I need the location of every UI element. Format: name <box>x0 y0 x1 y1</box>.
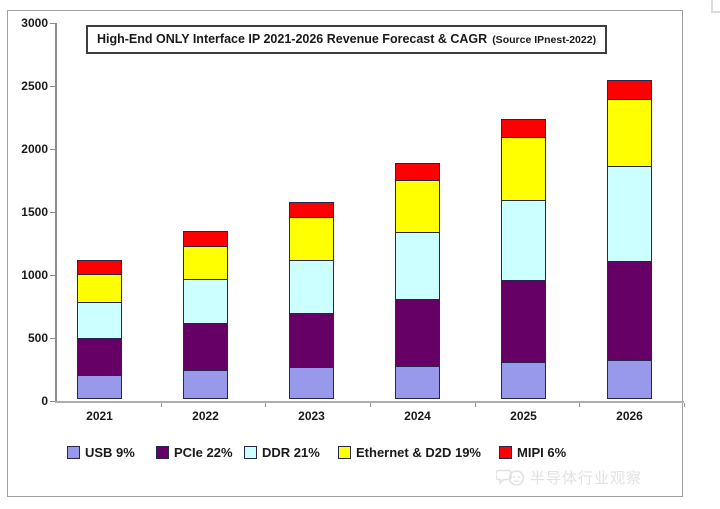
bar-segment-usb <box>183 370 228 399</box>
x-tick <box>265 403 267 407</box>
bar-segment-ethernet-d2d <box>395 180 440 233</box>
bar-segment-ethernet-d2d <box>289 217 334 261</box>
bar-segment-ddr <box>607 166 652 262</box>
bar-segment-pcie <box>395 299 440 367</box>
x-tick <box>160 403 162 407</box>
bar-segment-pcie <box>289 313 334 368</box>
y-tick <box>50 212 55 213</box>
x-tick <box>579 403 581 407</box>
bar-segment-ddr <box>395 232 440 300</box>
bar-group-2026 <box>607 80 652 399</box>
y-axis-label: 500 <box>27 331 48 345</box>
bar-segment-usb <box>395 366 440 399</box>
legend-label: Ethernet & D2D 19% <box>356 445 481 460</box>
y-axis-label: 1000 <box>21 268 48 282</box>
bar-segment-mipi <box>77 260 122 275</box>
bar-segment-ethernet-d2d <box>77 274 122 303</box>
watermark-text: 半导体行业观察 <box>530 468 643 487</box>
y-tick <box>50 149 55 150</box>
y-tick <box>50 401 55 402</box>
bar-group-2024 <box>395 163 440 399</box>
legend-label: DDR 21% <box>262 445 320 460</box>
bar-segment-usb <box>607 360 652 399</box>
chart-title-box: High-End ONLY Interface IP 2021-2026 Rev… <box>86 25 608 54</box>
bar-segment-ddr <box>183 279 228 324</box>
x-tick <box>370 403 371 407</box>
bar-segment-ethernet-d2d <box>183 246 228 280</box>
legend-item-mipi: MIPI 6% <box>499 445 566 460</box>
bar-segment-mipi <box>183 231 228 247</box>
x-axis-label: 2023 <box>298 409 325 423</box>
bar-segment-pcie <box>77 338 122 376</box>
x-tick <box>684 403 685 407</box>
legend-label: MIPI 6% <box>517 445 567 460</box>
x-axis-label: 2025 <box>510 409 537 423</box>
legend-label: PCIe 22% <box>174 445 233 460</box>
bar-group-2023 <box>289 202 334 399</box>
legend-swatch <box>338 446 351 459</box>
watermark: 半导体行业观察 <box>496 466 642 488</box>
bar-segment-mipi <box>395 163 440 181</box>
x-axis-label: 2024 <box>404 409 431 423</box>
bar-segment-usb <box>77 375 122 399</box>
bar-segment-ddr <box>289 260 334 314</box>
bar-segment-usb <box>501 362 546 399</box>
y-tick <box>50 23 55 24</box>
y-tick <box>50 86 55 87</box>
legend-swatch <box>499 446 512 459</box>
x-axis-label: 2022 <box>192 409 219 423</box>
legend-swatch <box>156 446 169 459</box>
bar-segment-mipi <box>607 80 652 100</box>
x-axis-line <box>55 401 684 403</box>
legend-swatch <box>244 446 257 459</box>
y-axis-label: 2500 <box>21 79 48 93</box>
legend-label: USB 9% <box>85 445 135 460</box>
watermark-logo-icon <box>496 466 526 488</box>
x-axis-label: 2026 <box>616 409 643 423</box>
legend-item-ethernet-d2d: Ethernet & D2D 19% <box>338 445 481 460</box>
x-tick <box>474 403 476 407</box>
y-axis-label: 2000 <box>21 142 48 156</box>
x-axis-label: 2021 <box>86 409 113 423</box>
partial-box-right-edge <box>711 0 720 13</box>
bar-segment-usb <box>289 367 334 399</box>
bar-segment-mipi <box>501 119 546 138</box>
y-axis-line <box>55 23 57 401</box>
chart-frame: 0 500 1000 1500 2000 2500 3000 2021 2022 2023 202… <box>7 10 685 497</box>
bar-segment-ddr <box>501 200 546 281</box>
bar-segment-mipi <box>289 202 334 218</box>
chart-title: High-End ONLY Interface IP 2021-2026 Rev… <box>97 32 488 46</box>
legend-swatch <box>67 446 80 459</box>
legend-item-pcie: PCIe 22% <box>156 445 233 460</box>
bar-segment-ethernet-d2d <box>607 99 652 167</box>
y-tick <box>50 338 55 339</box>
y-axis-label: 3000 <box>21 16 48 30</box>
legend-item-usb: USB 9% <box>67 445 135 460</box>
bar-group-2021 <box>77 260 122 399</box>
bar-group-2025 <box>501 119 546 399</box>
bar-segment-pcie <box>183 323 228 371</box>
y-axis-label: 1500 <box>21 205 48 219</box>
bar-segment-pcie <box>501 280 546 363</box>
bar-segment-pcie <box>607 261 652 361</box>
legend: USB 9% PCIe 22% DDR 21% Ethernet & D2D 19% M… <box>8 445 684 461</box>
bar-segment-ethernet-d2d <box>501 137 546 201</box>
bar-segment-ddr <box>77 302 122 339</box>
chart-title-source: (Source IPnest-2022) <box>492 34 597 46</box>
bar-group-2022 <box>183 231 228 399</box>
legend-item-ddr: DDR 21% <box>244 445 320 460</box>
y-tick <box>50 275 55 276</box>
y-axis-label: 0 <box>41 394 48 408</box>
